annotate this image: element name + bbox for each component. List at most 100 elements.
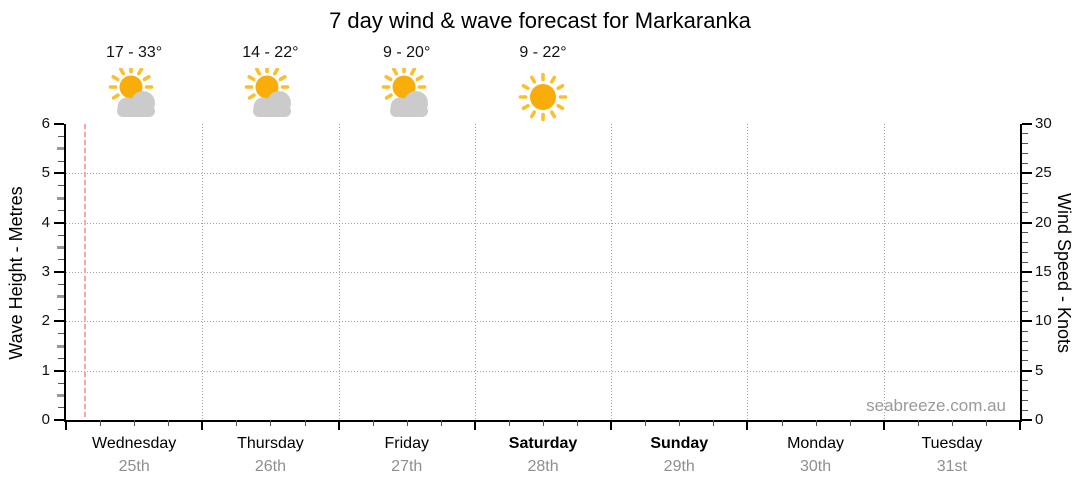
date-label: 30th	[799, 458, 832, 475]
gridline-horizontal	[66, 321, 1020, 323]
y-axis-right-minor-tick	[1022, 143, 1028, 145]
y-axis-left-minor-tick	[58, 209, 64, 211]
x-axis-minor-tick	[849, 420, 851, 426]
y-axis-left-minor-tick	[58, 234, 64, 236]
x-axis-major-tick	[746, 420, 749, 430]
x-axis-minor-tick	[440, 420, 442, 426]
y-axis-left-minor-tick	[58, 333, 64, 335]
y-axis-right-tick-label: 10	[1035, 312, 1052, 330]
x-axis-minor-tick	[100, 420, 102, 426]
x-axis-minor-tick	[577, 420, 579, 426]
y-axis-right-minor-tick	[1022, 202, 1028, 204]
day-label: Sunday	[650, 435, 709, 452]
y-axis-left-minor-tick	[58, 283, 64, 285]
date-label: 25th	[118, 458, 150, 475]
gridline-day-boundary	[883, 124, 885, 420]
x-axis-minor-tick	[781, 420, 783, 426]
x-axis-minor-tick	[951, 420, 953, 426]
x-axis-minor-tick	[917, 420, 919, 426]
x-axis-minor-tick	[270, 420, 272, 426]
y-axis-left-major-tick	[54, 172, 64, 175]
y-axis-right-tick-label: 0	[1035, 411, 1044, 428]
y-axis-left-major-tick	[54, 221, 64, 224]
sun-cloud-icon	[104, 64, 164, 122]
y-axis-right-tick-label: 20	[1035, 213, 1052, 231]
y-axis-right-major-tick	[1022, 271, 1032, 273]
y-axis-right-tick-label: 25	[1035, 164, 1052, 182]
y-axis-left-minor-tick	[57, 344, 64, 348]
y-axis-right-minor-tick	[1022, 192, 1028, 194]
y-axis-left-minor-tick	[58, 160, 64, 162]
y-axis-left-major-tick	[54, 271, 64, 273]
x-axis-major-tick	[882, 420, 885, 430]
plot-area: seabreeze.com.au	[64, 124, 1022, 422]
y-axis-right-major-tick	[1022, 369, 1032, 372]
day-label: Saturday	[508, 435, 578, 452]
y-axis-right-minor-tick	[1022, 399, 1028, 401]
x-axis-major-tick	[610, 420, 613, 430]
x-axis-major-tick	[65, 420, 67, 430]
y-axis-right-minor-tick	[1022, 251, 1028, 253]
gridline-day-boundary	[338, 124, 340, 420]
y-axis-left-minor-tick	[58, 407, 64, 409]
temperature-range-label: 9 - 20°	[383, 44, 431, 61]
y-axis-left-tick-label: 1	[41, 361, 50, 379]
sun-icon	[516, 70, 570, 124]
x-axis-major-tick	[473, 420, 476, 430]
y-axis-right-minor-tick	[1022, 389, 1028, 391]
x-axis-major-tick	[1019, 420, 1021, 430]
y-axis-right-minor-tick	[1022, 241, 1028, 243]
day-label: Tuesday	[921, 435, 983, 452]
y-axis-right-major-tick	[1022, 221, 1032, 224]
watermark: seabreeze.com.au	[866, 396, 1006, 415]
y-axis-left-major-tick	[54, 419, 64, 421]
day-label: Monday	[787, 435, 844, 452]
y-axis-right-major-tick	[1022, 320, 1032, 323]
date-label: 28th	[527, 458, 559, 475]
date-label: 27th	[391, 458, 423, 475]
x-axis-minor-tick	[168, 420, 170, 426]
y-axis-right-tick-label: 15	[1035, 263, 1052, 280]
chart-title: 7 day wind & wave forecast for Markarank…	[329, 8, 751, 33]
x-axis-minor-tick	[815, 420, 817, 426]
y-axis-left-minor-tick	[58, 259, 64, 261]
y-axis-right-minor-tick	[1022, 153, 1028, 155]
y-axis-left-tick-label: 0	[41, 411, 50, 428]
y-axis-right-minor-tick	[1022, 311, 1028, 312]
gridline-day-boundary	[611, 124, 613, 420]
y-axis-right-minor-tick	[1022, 360, 1028, 362]
x-axis-minor-tick	[134, 420, 136, 426]
y-axis-left-minor-tick	[58, 135, 64, 137]
y-axis-left-minor-tick	[57, 393, 64, 397]
sun-cloud-icon	[377, 64, 437, 122]
y-axis-left-minor-tick	[58, 357, 64, 359]
x-axis-major-tick	[201, 420, 204, 430]
x-axis-minor-tick	[406, 420, 408, 426]
y-axis-right-tick-label: 30	[1035, 115, 1052, 132]
x-axis-minor-tick	[543, 420, 544, 426]
y-axis-right-major-tick	[1022, 419, 1032, 421]
y-axis-left-minor-tick	[58, 185, 64, 187]
x-axis-minor-tick	[372, 420, 374, 426]
y-axis-left-minor-tick	[58, 382, 64, 384]
x-axis-minor-tick	[508, 420, 510, 426]
day-label: Wednesday	[92, 435, 177, 452]
x-axis-minor-tick	[236, 420, 238, 426]
y-axis-right-minor-tick	[1022, 281, 1028, 283]
gridline-day-boundary	[747, 124, 749, 420]
x-axis-minor-tick	[645, 420, 647, 426]
x-axis-minor-tick	[985, 420, 987, 426]
y-axis-left-major-tick	[54, 320, 64, 323]
y-axis-left-tick-label: 3	[41, 263, 50, 280]
now-marker-line	[83, 124, 86, 420]
y-axis-right-minor-tick	[1022, 380, 1028, 381]
gridline-horizontal	[66, 272, 1020, 273]
x-axis-major-tick	[337, 420, 340, 430]
y-axis-right-minor-tick	[1022, 350, 1028, 352]
y-axis-left-major-tick	[54, 123, 64, 125]
y-axis-right-minor-tick	[1022, 330, 1028, 332]
y-axis-right-minor-tick	[1022, 133, 1028, 135]
y-axis-right-minor-tick	[1022, 212, 1028, 214]
temperature-range-label: 14 - 22°	[242, 44, 299, 61]
y-axis-right-minor-tick	[1022, 291, 1028, 293]
